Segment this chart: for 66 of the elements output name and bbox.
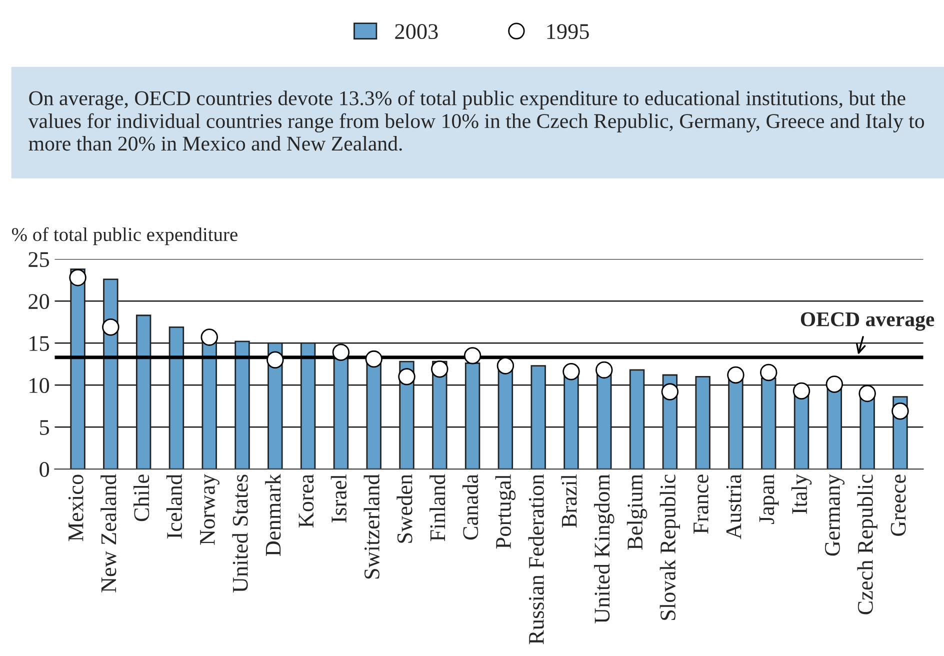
point: [792, 382, 810, 400]
x-tick-label: Germany: [824, 474, 844, 556]
point: [596, 361, 613, 379]
bar: [826, 386, 842, 470]
x-tick-label: New Zealand: [100, 474, 116, 592]
point: [365, 350, 382, 368]
legend-label: 1995: [547, 24, 589, 40]
y-tick-label: 25: [28, 252, 50, 268]
bar: [629, 369, 645, 470]
x-tick-label: United Kingdom: [594, 474, 614, 624]
bar: [530, 365, 546, 470]
x-tick-label: Chile: [133, 474, 150, 522]
bar: [234, 340, 250, 470]
point: [858, 384, 876, 402]
point: [266, 351, 284, 368]
bar: [761, 378, 776, 470]
x-tick-label: Greece: [890, 474, 906, 536]
x-tick-label: Sweden: [396, 474, 412, 543]
x-tick-label: Denmark: [265, 474, 281, 556]
y-tick-label: 20: [28, 294, 50, 310]
bar: [202, 340, 217, 470]
point: [398, 368, 416, 386]
bar: [300, 342, 316, 470]
x-tick-label: Switzerland: [364, 474, 380, 579]
chart-subtitle: On average, OECD countries devote 13.3% of total public expenditure to educational institutions, but the values for individual countries range from below 10% in the Czech Republic, Germany, Greece and Italy to more than 20% in Mexico and New Zealand.: [28, 90, 924, 151]
x-tick-label: Israel: [330, 474, 347, 522]
bar: [168, 326, 184, 470]
x-tick-label: Mexico: [68, 474, 84, 542]
x-tick-label: Brazil: [561, 474, 577, 528]
y-axis-title: % of total public expenditure: [12, 227, 238, 246]
x-tick-label: Iceland: [166, 474, 182, 538]
bar: [464, 362, 480, 470]
point: [200, 328, 218, 346]
x-tick-label: Norway: [200, 474, 220, 545]
x-tick-label: Portugal: [495, 474, 516, 549]
y-tick-label: 10: [30, 378, 50, 393]
point: [562, 363, 580, 380]
y-tick-label: 15: [30, 336, 50, 352]
ref-line-label: OECD average: [800, 312, 934, 331]
x-tick-label: Belgium: [626, 474, 648, 550]
point: [464, 347, 482, 364]
x-tick-label: Austria: [726, 474, 742, 540]
x-tick-label: Russian Federation: [528, 474, 544, 644]
point: [69, 268, 86, 286]
x-tick-label: Japan: [759, 474, 779, 524]
x-tick-label: Finland: [430, 474, 446, 542]
x-tick-label: Korea: [298, 474, 314, 528]
x-tick-label: Canada: [462, 474, 478, 540]
y-tick-label: 0: [40, 462, 50, 477]
bar: [70, 268, 86, 470]
x-tick-label: United States: [232, 474, 248, 593]
point: [892, 402, 909, 420]
x-tick-label: France: [694, 474, 708, 534]
point: [102, 318, 120, 336]
x-tick-label: Czech Republic: [857, 474, 878, 614]
x-tick-label: Slovak Republic: [660, 474, 680, 620]
x-tick-label: Italy: [791, 474, 812, 514]
bar: [136, 314, 152, 470]
point: [727, 366, 744, 384]
point: [826, 376, 844, 393]
point: [431, 360, 448, 378]
point: [496, 357, 514, 374]
point: [661, 383, 679, 400]
bar: [695, 376, 710, 470]
y-tick-label: 5: [40, 420, 50, 435]
legend-label: 2003: [395, 24, 438, 40]
